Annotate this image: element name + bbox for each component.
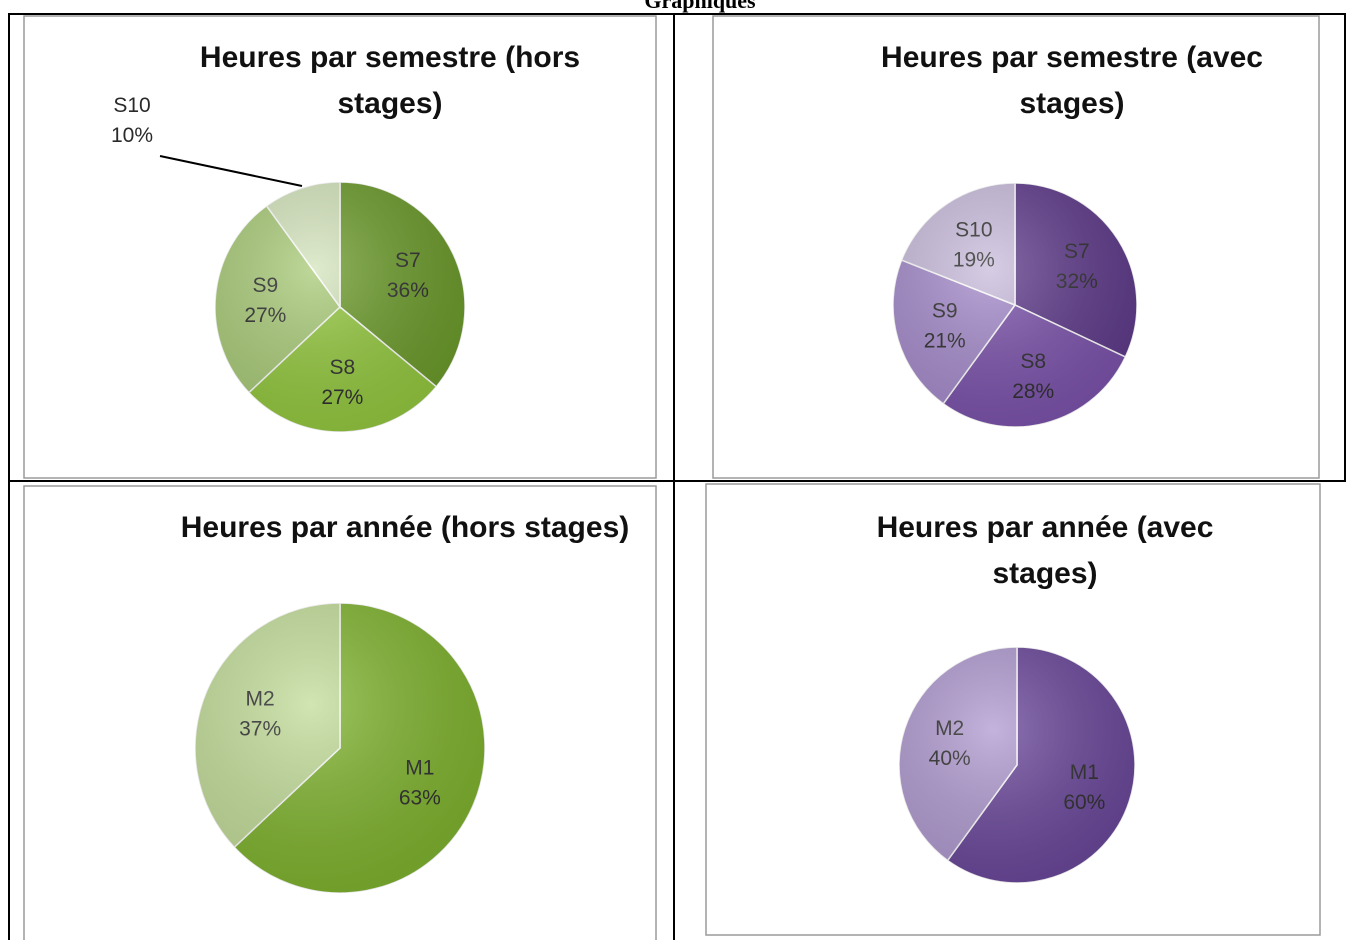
slice-value-label: 27% bbox=[321, 386, 363, 409]
slice-value-label: 40% bbox=[929, 747, 971, 770]
pie-chart: Heures par année (hors stages) M1 63% M2 37% bbox=[23, 485, 657, 940]
slice-value-label: 28% bbox=[1012, 380, 1054, 403]
slice-category: S7 bbox=[1064, 240, 1090, 263]
slice-value-label: 60% bbox=[1063, 791, 1105, 814]
slice-category: S8 bbox=[330, 356, 356, 379]
slice-category: M1 bbox=[405, 757, 434, 780]
slice-value-label: 32% bbox=[1056, 270, 1098, 293]
table-borders bbox=[8, 13, 1346, 940]
slice-value-label: 27% bbox=[244, 304, 286, 327]
chart-title-box: Heures par semestre (hors stages) bbox=[199, 41, 581, 120]
pie-chart: Heures par semestre (avec stages) S7 32% S8… bbox=[712, 15, 1320, 479]
slice-category: S10 bbox=[113, 94, 150, 117]
slice-value-label: 63% bbox=[399, 787, 441, 810]
slice-category: M2 bbox=[935, 717, 964, 740]
leader-line bbox=[159, 155, 303, 187]
chart-title-box: Heures par semestre (avec stages) bbox=[881, 41, 1263, 120]
slice-category: S7 bbox=[395, 249, 421, 272]
slice-category: S8 bbox=[1020, 350, 1046, 373]
chart-title: Heures par semestre (avec stages) bbox=[881, 41, 1263, 120]
chart-title-box: Heures par année (avec stages) bbox=[876, 511, 1214, 590]
pie-chart: Heures par semestre (hors stages) S7 36% S8… bbox=[23, 15, 657, 479]
slice-value-label: 36% bbox=[387, 279, 429, 302]
slice-category: S9 bbox=[252, 274, 278, 297]
slice-value-label: 19% bbox=[953, 248, 995, 271]
slice-value-label: 10% bbox=[111, 124, 153, 147]
chart-title: Heures par semestre (hors stages) bbox=[199, 41, 581, 120]
pie-chart: Heures par année (avec stages) M1 60% M2 40% bbox=[705, 483, 1321, 936]
chart-title: Heures par année (avec stages) bbox=[876, 511, 1214, 590]
slice-category: M1 bbox=[1070, 761, 1099, 784]
slice-category: M2 bbox=[246, 687, 275, 710]
chart-title: Heures par année (hors stages) bbox=[180, 511, 630, 544]
chart-title-box: Heures par année (hors stages) bbox=[180, 511, 630, 544]
heading: Graphiques bbox=[644, 0, 756, 13]
slice-value-label: 37% bbox=[239, 717, 281, 740]
slice-category: S10 bbox=[955, 218, 992, 241]
slice-category: S9 bbox=[932, 299, 958, 322]
slice-value-label: 21% bbox=[924, 329, 966, 352]
